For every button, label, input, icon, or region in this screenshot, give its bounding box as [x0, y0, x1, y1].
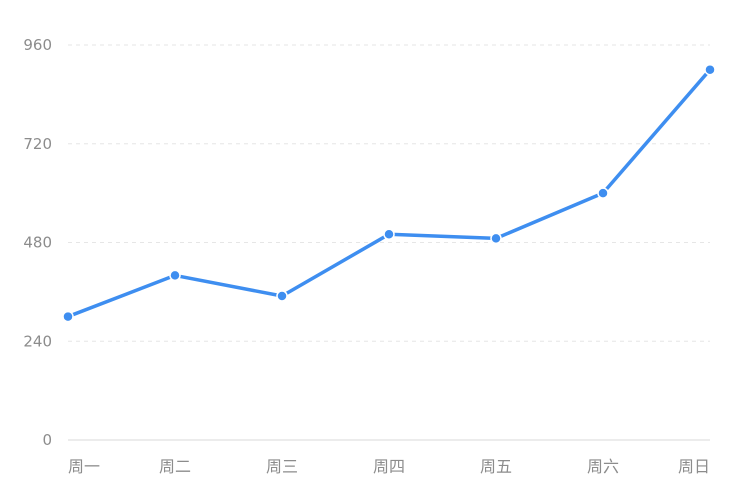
data-point[interactable] — [169, 269, 181, 282]
x-tick-label: 周五 — [480, 457, 512, 476]
x-tick-label: 周日 — [678, 457, 710, 476]
data-point[interactable] — [597, 187, 609, 199]
data-point[interactable] — [490, 232, 502, 245]
y-tick-label: 240 — [23, 332, 52, 350]
grid-lines — [68, 44, 710, 342]
x-tick-label: 周三 — [266, 457, 298, 476]
x-tick-label: 周六 — [587, 457, 619, 476]
x-axis: 周一 周二 周三 周四 周五 周六 周日 — [68, 457, 710, 476]
data-point[interactable] — [276, 290, 288, 302]
y-axis: 0 240 480 720 960 — [23, 36, 52, 449]
data-point[interactable] — [62, 310, 74, 323]
data-point[interactable] — [704, 63, 716, 76]
series-line — [67, 68, 712, 319]
series-points — [62, 63, 716, 323]
x-tick-label: 周二 — [159, 457, 191, 476]
x-tick-label: 周一 — [68, 457, 100, 476]
y-tick-label: 960 — [23, 36, 52, 54]
x-tick-label: 周四 — [373, 457, 405, 476]
data-point[interactable] — [383, 228, 395, 241]
y-tick-label: 0 — [42, 431, 52, 449]
y-tick-label: 720 — [23, 135, 52, 153]
y-tick-label: 480 — [23, 234, 52, 252]
